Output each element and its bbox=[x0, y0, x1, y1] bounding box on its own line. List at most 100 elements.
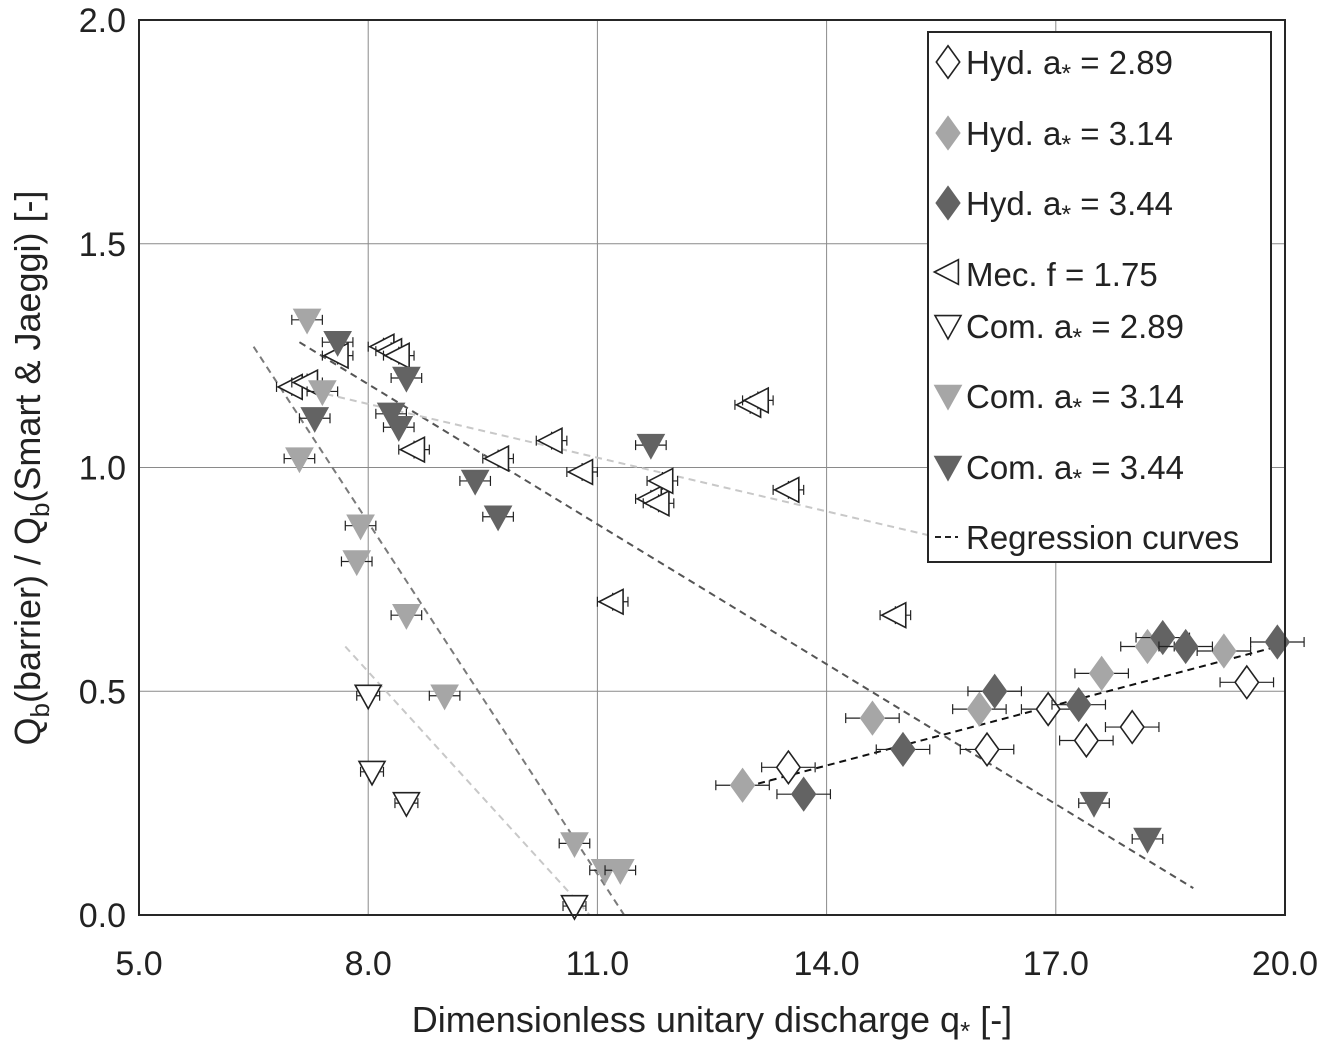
marker-triangle-down bbox=[353, 684, 383, 711]
data-point bbox=[306, 380, 339, 407]
marker-triangle-left bbox=[482, 444, 510, 473]
data-point bbox=[1219, 664, 1275, 700]
marker-triangle-left bbox=[643, 489, 670, 517]
legend-marker-triangle-down bbox=[933, 314, 963, 341]
data-point bbox=[1158, 628, 1214, 665]
data-point bbox=[634, 433, 667, 460]
data-point bbox=[1074, 655, 1129, 691]
data-point bbox=[1131, 827, 1164, 854]
marker-triangle-left bbox=[566, 458, 594, 486]
data-point bbox=[482, 505, 514, 532]
data-points bbox=[275, 308, 1305, 921]
marker-diamond bbox=[1035, 691, 1061, 727]
y-axis-title: Qb(barrier) / Qb(Smart & Jaeggi) [-] bbox=[7, 190, 55, 745]
data-point bbox=[875, 731, 931, 768]
marker-triangle-down bbox=[605, 859, 635, 885]
marker-triangle-down bbox=[392, 366, 421, 393]
data-point bbox=[340, 550, 373, 577]
marker-triangle-down bbox=[357, 760, 387, 787]
legend-marker-diamond bbox=[935, 115, 961, 151]
marker-triangle-down bbox=[460, 469, 490, 496]
marker-diamond bbox=[1172, 628, 1199, 665]
data-point bbox=[959, 731, 1015, 768]
data-point bbox=[428, 684, 461, 711]
marker-diamond bbox=[966, 691, 993, 727]
data-point bbox=[398, 435, 430, 464]
data-point bbox=[596, 588, 629, 616]
marker-diamond bbox=[1088, 655, 1115, 691]
regression-line bbox=[734, 645, 1278, 791]
marker-triangle-down bbox=[292, 308, 322, 335]
marker-triangle-down bbox=[560, 894, 589, 921]
legend-marker-triangle-down bbox=[933, 384, 963, 411]
marker-triangle-left bbox=[742, 386, 770, 415]
data-point bbox=[291, 308, 323, 335]
data-point bbox=[357, 760, 387, 787]
data-point bbox=[967, 673, 1023, 709]
data-point bbox=[1104, 709, 1160, 745]
marker-diamond bbox=[1211, 633, 1237, 669]
x-tick-label: 11.0 bbox=[566, 945, 630, 983]
data-point bbox=[761, 749, 816, 785]
x-tick-label: 14.0 bbox=[794, 945, 860, 983]
data-point bbox=[298, 407, 331, 433]
x-tick-label: 5.0 bbox=[115, 945, 162, 983]
data-point bbox=[772, 476, 805, 504]
marker-triangle-left bbox=[383, 341, 410, 370]
data-point bbox=[642, 489, 675, 517]
marker-triangle-left bbox=[398, 435, 426, 464]
marker-diamond bbox=[859, 700, 886, 736]
marker-triangle-down bbox=[560, 832, 589, 859]
marker-triangle-left bbox=[276, 373, 304, 401]
marker-triangle-left bbox=[879, 601, 907, 629]
marker-diamond bbox=[1234, 664, 1260, 700]
data-point bbox=[390, 366, 423, 393]
marker-diamond bbox=[1073, 722, 1100, 759]
data-point bbox=[560, 894, 589, 921]
data-point bbox=[1059, 722, 1114, 759]
marker-diamond bbox=[981, 673, 1008, 709]
marker-diamond bbox=[790, 776, 817, 812]
data-point bbox=[646, 467, 679, 495]
data-point bbox=[558, 832, 591, 859]
data-point bbox=[604, 859, 637, 885]
legend-marker-diamond bbox=[935, 44, 961, 80]
marker-triangle-down bbox=[308, 380, 337, 407]
y-tick-label: 0.5 bbox=[79, 673, 126, 711]
marker-triangle-down bbox=[483, 505, 513, 532]
marker-triangle-left bbox=[597, 588, 624, 616]
marker-triangle-down bbox=[346, 514, 375, 541]
marker-triangle-down bbox=[392, 791, 421, 818]
marker-triangle-down bbox=[384, 416, 414, 442]
marker-triangle-down bbox=[636, 433, 666, 460]
legend-label-mec-175: Mec. f = 1.75 bbox=[966, 256, 1158, 293]
regression-line bbox=[314, 390, 1003, 554]
data-point bbox=[283, 447, 316, 474]
marker-triangle-down bbox=[300, 407, 330, 433]
marker-diamond bbox=[974, 731, 1000, 768]
data-point bbox=[1051, 687, 1107, 723]
data-point bbox=[1020, 691, 1076, 727]
x-tick-label: 17.0 bbox=[1023, 945, 1089, 983]
legend-label-com-314: Com. a* = 3.14 bbox=[966, 378, 1184, 422]
x-tick-label: 8.0 bbox=[345, 945, 392, 983]
marker-diamond bbox=[775, 749, 802, 785]
legend-label-hyd-344: Hyd. a* = 3.44 bbox=[966, 185, 1173, 229]
marker-triangle-down bbox=[1133, 827, 1162, 854]
legend-label-com-289: Com. a* = 2.89 bbox=[966, 308, 1184, 352]
data-point bbox=[741, 386, 774, 415]
legend-markers bbox=[932, 44, 963, 538]
legend-label-hyd-314: Hyd. a* = 3.14 bbox=[966, 115, 1173, 159]
marker-diamond bbox=[1150, 619, 1176, 656]
marker-diamond bbox=[1119, 709, 1145, 745]
data-point bbox=[566, 458, 599, 486]
data-point bbox=[353, 684, 383, 711]
legend-marker-triangle-down bbox=[933, 455, 963, 482]
y-tick-label: 1.0 bbox=[79, 450, 126, 488]
data-point bbox=[382, 416, 415, 442]
y-tick-labels: 0.0 0.5 1.0 1.5 2.0 bbox=[79, 2, 126, 935]
data-point bbox=[390, 603, 423, 630]
data-point bbox=[1196, 633, 1252, 669]
data-point bbox=[1135, 619, 1191, 656]
y-tick-label: 2.0 bbox=[79, 2, 126, 40]
